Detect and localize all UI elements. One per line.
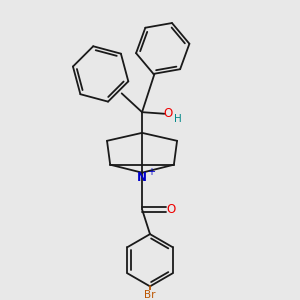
- Text: O: O: [163, 107, 172, 120]
- Text: O: O: [167, 203, 176, 216]
- Text: Br: Br: [144, 290, 156, 300]
- Text: +: +: [147, 167, 155, 177]
- Text: N: N: [137, 171, 147, 184]
- Text: H: H: [174, 115, 182, 124]
